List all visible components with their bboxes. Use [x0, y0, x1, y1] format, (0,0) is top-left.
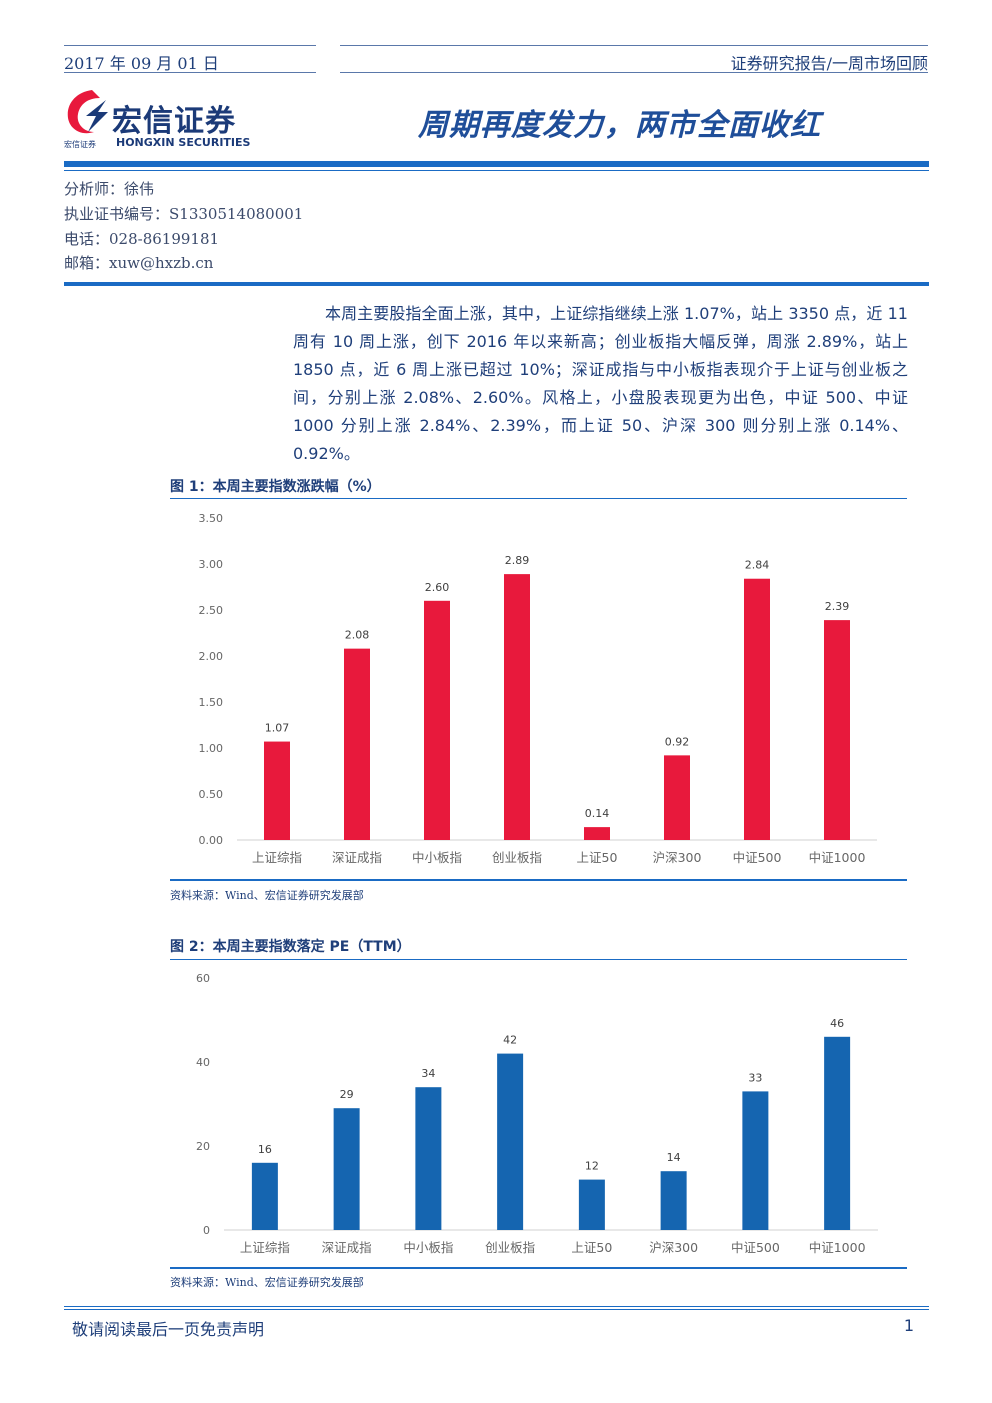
bar	[742, 1091, 769, 1230]
footer-rule-2	[64, 1309, 929, 1310]
summary-paragraph: 本周主要股指全面上涨，其中，上证综指继续上涨 1.07%，站上 3350 点，近…	[293, 304, 908, 463]
bar	[264, 741, 290, 840]
header-rule-top-right	[340, 45, 928, 46]
y-tick-label: 60	[196, 972, 210, 985]
figure-1-top-rule	[170, 498, 907, 499]
bar	[578, 1179, 605, 1230]
y-tick-label: 20	[196, 1140, 210, 1153]
page-number: 1	[903, 1316, 914, 1335]
bar	[660, 1171, 687, 1230]
bar	[824, 620, 850, 840]
analyst-phone: 电话：028-86199181	[64, 230, 220, 248]
data-label: 2.39	[825, 600, 850, 613]
company-name-en: HONGXIN SECURITIES	[116, 136, 251, 149]
data-label: 16	[258, 1143, 272, 1156]
header-rule-top-left	[64, 45, 316, 46]
disclaimer-note: 敬请阅读最后一页免责声明	[72, 1320, 265, 1339]
data-label: 29	[340, 1088, 354, 1101]
y-tick-label: 0	[203, 1224, 210, 1237]
bar	[744, 578, 770, 840]
data-label: 2.60	[425, 581, 450, 594]
y-tick-label: 2.50	[199, 604, 224, 617]
report-date: 2017 年 09 月 01 日	[64, 54, 219, 73]
y-tick-label: 1.00	[199, 742, 224, 755]
x-tick-label: 中证1000	[809, 1240, 866, 1255]
x-tick-label: 中证500	[733, 850, 782, 865]
x-tick-label: 沪深300	[653, 850, 702, 865]
data-label: 0.14	[585, 807, 610, 820]
bar	[251, 1162, 278, 1230]
x-tick-label: 上证综指	[252, 850, 302, 865]
y-tick-label: 2.00	[199, 650, 224, 663]
x-tick-label: 深证成指	[332, 850, 382, 865]
x-tick-label: 创业板指	[485, 1240, 535, 1255]
bar	[504, 574, 530, 840]
analyst-email: 邮箱：xuw@hxzb.cn	[64, 254, 214, 272]
analyst-license: 执业证书编号：S1330514080001	[64, 205, 304, 223]
data-label: 33	[748, 1071, 762, 1084]
data-label: 2.08	[345, 629, 370, 642]
figure-1-bottom-rule	[170, 879, 907, 881]
report-category: 证券研究报告/一周市场回顾	[730, 54, 928, 73]
company-logo-icon	[67, 90, 108, 134]
y-tick-label: 1.50	[199, 696, 224, 709]
title-rule-thin	[64, 170, 929, 171]
x-tick-label: 上证50	[571, 1240, 612, 1255]
bar	[333, 1108, 360, 1230]
header-rule-right	[340, 72, 928, 73]
x-tick-label: 沪深300	[649, 1240, 698, 1255]
x-tick-label: 上证综指	[240, 1240, 290, 1255]
bar	[824, 1036, 851, 1230]
data-label: 14	[667, 1151, 681, 1164]
header-rule-left	[64, 72, 316, 73]
footer-rule	[64, 1306, 929, 1307]
title-rule-thick	[64, 161, 929, 167]
bar	[344, 648, 370, 840]
analyst-name: 分析师：徐伟	[64, 180, 155, 198]
report-title: 周期再度发力，两市全面收红	[418, 108, 821, 143]
bar	[415, 1087, 442, 1230]
x-tick-label: 中小板指	[412, 850, 462, 865]
x-tick-label: 深证成指	[322, 1240, 372, 1255]
bar	[584, 827, 610, 840]
data-label: 2.84	[745, 559, 770, 572]
figure-2-top-rule	[170, 959, 907, 960]
data-label: 1.07	[265, 722, 290, 735]
company-name-small: 宏信证券	[64, 140, 96, 149]
figure-2-chart: 0 20 40 60 16 上证综指 29 深证成指 34 中小板指 42 创业板指 12 上证50 14 沪…	[196, 972, 878, 1255]
x-tick-label: 中小板指	[403, 1240, 453, 1255]
y-tick-label: 40	[196, 1056, 210, 1069]
x-tick-label: 中证1000	[809, 850, 866, 865]
data-label: 12	[585, 1160, 599, 1173]
analyst-rule	[64, 282, 929, 286]
figure-2-source: 资料来源：Wind、宏信证券研究发展部	[170, 1276, 364, 1289]
bar	[497, 1053, 524, 1230]
y-tick-label: 3.50	[199, 512, 224, 525]
x-tick-label: 中证500	[731, 1240, 780, 1255]
figure-1-source: 资料来源：Wind、宏信证券研究发展部	[170, 889, 364, 902]
y-tick-label: 0.00	[199, 834, 224, 847]
y-tick-label: 0.50	[199, 788, 224, 801]
x-tick-label: 创业板指	[492, 850, 542, 865]
figure-2-bottom-rule	[170, 1267, 907, 1269]
data-label: 42	[503, 1034, 517, 1047]
figure-1-title: 图 1：本周主要指数涨跌幅（%）	[170, 479, 381, 495]
data-label: 0.92	[665, 735, 690, 748]
figure-1-chart: 0.00 0.50 1.00 1.50 2.00 2.50 3.00 3.50 1.07 上证综指…	[199, 512, 877, 865]
bar	[424, 600, 450, 840]
data-label: 2.89	[505, 554, 530, 567]
x-tick-label: 上证50	[577, 850, 618, 865]
company-name: 宏信证券	[112, 104, 236, 139]
bar	[664, 755, 690, 840]
data-label: 46	[830, 1017, 844, 1030]
figure-2-title: 图 2：本周主要指数落定 PE（TTM）	[170, 939, 411, 955]
y-tick-label: 3.00	[199, 558, 224, 571]
data-label: 34	[421, 1067, 435, 1080]
